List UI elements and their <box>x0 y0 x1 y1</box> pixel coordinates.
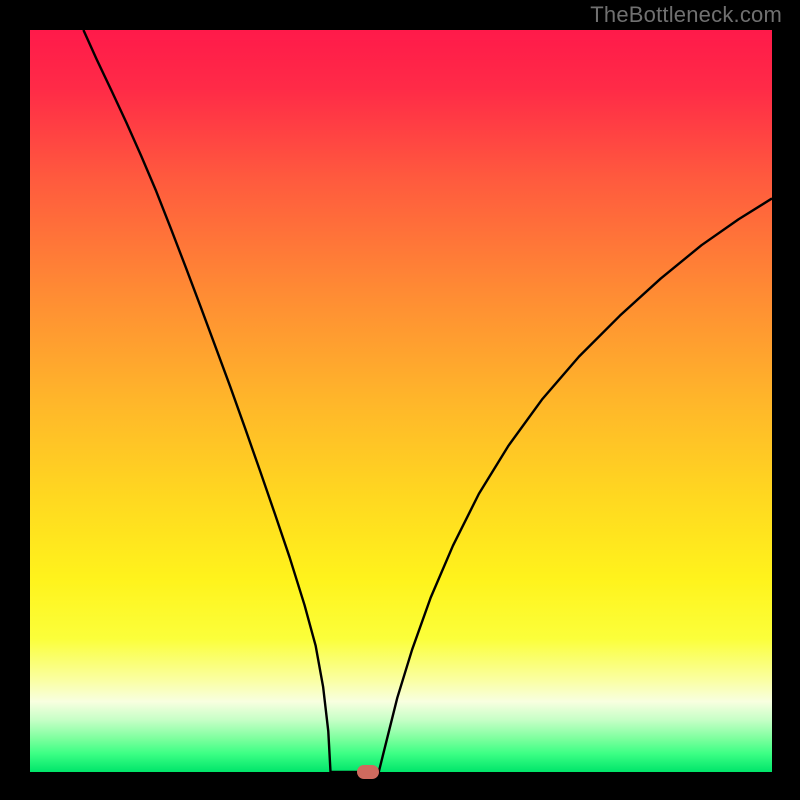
bottleneck-curve-chart <box>30 30 772 772</box>
watermark-text: TheBottleneck.com <box>590 2 782 28</box>
plot-area <box>30 30 772 772</box>
chart-frame: TheBottleneck.com <box>0 0 800 800</box>
minimum-marker <box>357 765 379 779</box>
